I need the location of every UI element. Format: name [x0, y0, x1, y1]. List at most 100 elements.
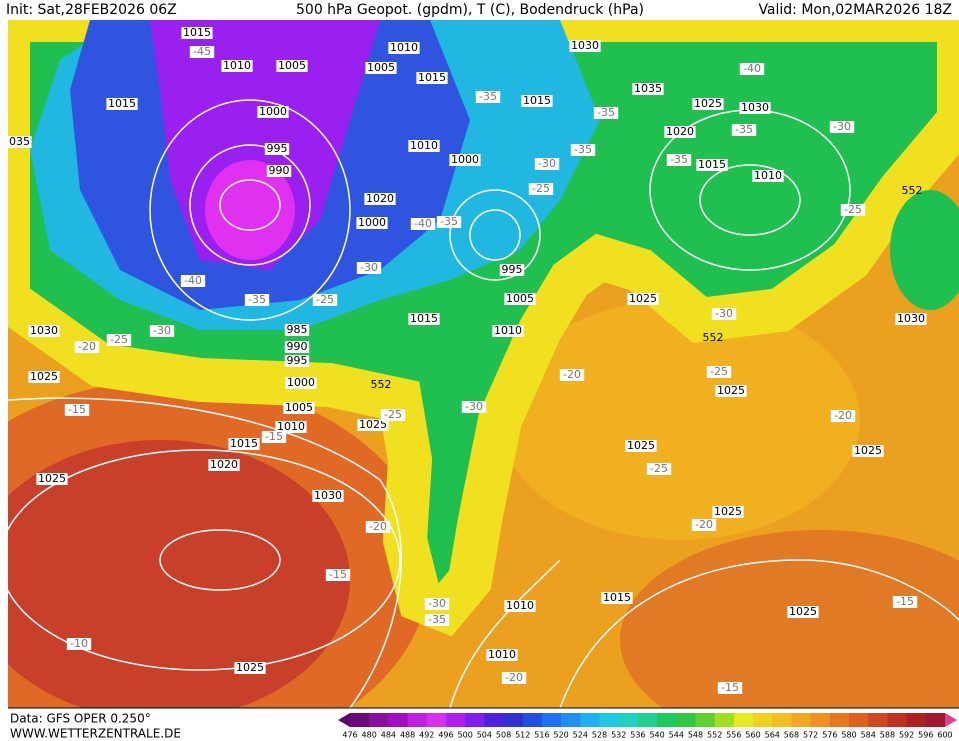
temperature-label: -15: [265, 430, 283, 443]
temperature-label: -15: [329, 568, 347, 581]
temperature-label-box: [180, 275, 206, 287]
geopotential-label: 552: [371, 378, 392, 391]
temperature-label-box: [840, 204, 866, 216]
colorbar-swatch: [618, 713, 639, 727]
pressure-label: 1015: [108, 97, 136, 110]
colorbar-swatch: [503, 713, 524, 727]
pressure-label-box: [28, 371, 60, 383]
colorbar-end: [945, 713, 957, 727]
colorbar-swatch: [541, 713, 562, 727]
map-area: 1015 1010 1005 1010 1005 1015 1030 1035 1015 1025…: [2, 20, 959, 708]
temperature-label-box: [570, 144, 596, 156]
colorbar-label: 496: [438, 731, 453, 740]
pressure-label: 1005: [285, 401, 313, 414]
pressure-label-box: [715, 385, 747, 397]
temperature-label-box: [501, 672, 527, 684]
pressure-label-box: [627, 293, 659, 305]
temperature-label: -35: [735, 123, 753, 136]
init-time: Init: Sat,28FEB2026 06Z: [6, 2, 177, 18]
temperature-label: -30: [715, 307, 733, 320]
colorbar-label: 476: [342, 731, 357, 740]
pressure-label: 1025: [38, 472, 66, 485]
temperature-label: -35: [479, 90, 497, 103]
pressure-label: 1025: [714, 505, 742, 518]
pressure-label: 995: [502, 263, 523, 276]
temperature-label-box: [461, 401, 487, 413]
warm-field: [620, 530, 959, 708]
pressure-label-box: [408, 140, 440, 152]
colorbar-label: 484: [381, 731, 396, 740]
colorbar-swatch: [657, 713, 677, 727]
pressure-label: 1025: [789, 605, 817, 618]
pressure-label-box: [228, 438, 260, 450]
pressure-label: 1035: [634, 82, 662, 95]
temperature-label: -25: [316, 293, 334, 306]
temperature-label-box: [475, 91, 501, 103]
pressure-label-box: [895, 313, 927, 325]
temperature-label-box: [829, 121, 855, 133]
temperature-label-box: [66, 638, 92, 650]
colorbar-swatch: [465, 713, 485, 727]
colorbar-swatch: [350, 713, 370, 727]
pressure-label-box: [275, 421, 307, 433]
temperature-label: -30: [428, 597, 446, 610]
temperature-label: -10: [70, 637, 88, 650]
pressure-label-box: [664, 126, 696, 138]
colorbar-swatch: [369, 713, 389, 727]
pressure-label-box: [388, 42, 420, 54]
pressure-label: 1035: [2, 135, 30, 148]
colorbar-end: [338, 713, 350, 727]
temperature-label: -40: [184, 274, 202, 287]
colorbar-label: 572: [803, 731, 818, 740]
colorbar-label: 512: [515, 731, 530, 740]
temperature-label: -45: [193, 45, 211, 58]
pressure-label: 1025: [236, 661, 264, 674]
pressure-label: 1025: [694, 97, 722, 110]
colorbar-label: 552: [707, 731, 722, 740]
pressure-label: 1025: [359, 418, 387, 431]
colorbar-label: 588: [880, 731, 895, 740]
temperature-label-box: [149, 325, 175, 337]
temperature-label: -25: [710, 365, 728, 378]
pressure-label-box: [285, 377, 317, 389]
pressure-label-box: [449, 154, 481, 166]
pressure-label-box: [284, 324, 310, 336]
pressure-label: 1015: [230, 437, 258, 450]
colorbar-swatch: [580, 713, 601, 727]
colorbar-label: 540: [649, 731, 664, 740]
colorbar-label: 528: [592, 731, 607, 740]
temperature-label: -35: [670, 153, 688, 166]
pressure-label-box: [408, 313, 440, 325]
colorbar-swatch: [733, 713, 754, 727]
pressure-label-box: [312, 490, 344, 502]
colorbar-label: 556: [726, 731, 741, 740]
temperature-label-box: [559, 369, 585, 381]
pressure-label: 1030: [571, 39, 599, 52]
temperature-label: -25: [532, 182, 550, 195]
colorbar-label: 508: [496, 731, 511, 740]
colorbar-label: 524: [573, 731, 588, 740]
pressure-label: 1000: [358, 216, 386, 229]
pressure-label-box: [499, 264, 525, 276]
temperature-label: -25: [650, 462, 668, 475]
temperature-label: -35: [428, 613, 446, 626]
pressure-label-box: [739, 102, 771, 114]
colorbar-swatch: [714, 713, 735, 727]
pressure-label-box: [221, 60, 253, 72]
pressure-label-box: [625, 440, 657, 452]
temperature-label-box: [528, 183, 554, 195]
temperature-label: -20: [505, 671, 523, 684]
colorbar-swatch: [753, 713, 773, 727]
valid-time: Valid: Mon,02MAR2026 18Z: [758, 2, 952, 18]
pressure-label-box: [696, 159, 728, 171]
temperature-label: -30: [465, 400, 483, 413]
colorbar-swatch: [426, 713, 447, 727]
pressure-label-box: [852, 445, 884, 457]
pressure-label-box: [752, 170, 784, 182]
pressure-label-box: [504, 293, 536, 305]
pressure-label-box: [8, 136, 32, 148]
temperature-label: -30: [833, 120, 851, 133]
pressure-label: 1010: [277, 420, 305, 433]
temperature-label-box: [739, 63, 765, 75]
